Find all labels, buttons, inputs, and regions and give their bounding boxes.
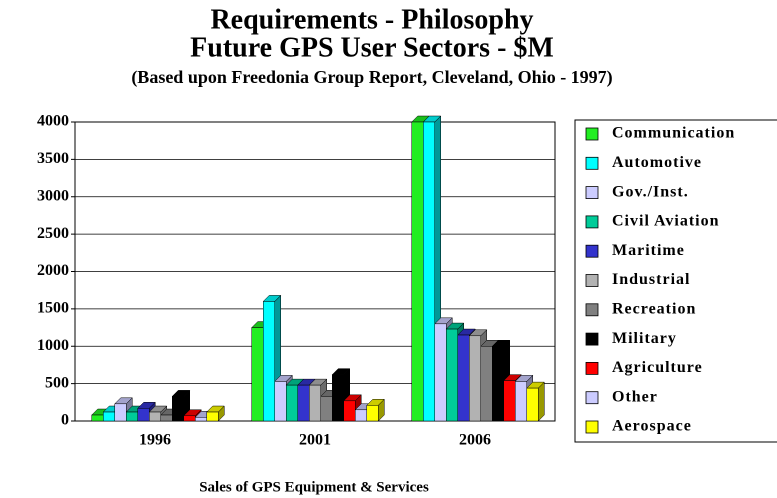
bar-front (503, 380, 516, 422)
bar-front (423, 121, 435, 422)
y-tick-label: 1500 (37, 300, 69, 317)
chart-title: Requirements - Philosophy (210, 4, 533, 35)
bar-front (195, 417, 207, 422)
bar-front (206, 411, 219, 422)
bar-front (446, 328, 458, 422)
bar-front (469, 335, 481, 422)
legend-swatch (585, 332, 599, 346)
legend-label: Civil Aviation (612, 213, 720, 230)
bar-front (320, 396, 333, 422)
y-tick-label: 2500 (37, 225, 69, 242)
x-tick-label: 2006 (459, 432, 491, 449)
bar-front (355, 409, 367, 422)
y-tick-label: 3500 (37, 150, 69, 167)
legend-swatch (585, 420, 599, 434)
bar-front (160, 414, 173, 422)
legend-swatch (585, 215, 599, 229)
bar (526, 381, 545, 422)
bar (366, 398, 385, 422)
bar-front (492, 346, 504, 422)
bar-front (332, 374, 344, 422)
legend-swatch (585, 274, 599, 287)
chart-subtitle: (Based upon Freedonia Group Report, Clev… (131, 67, 612, 88)
x-axis-label: Sales of GPS Equipment & Services (199, 479, 429, 495)
x-tick-label: 1996 (139, 432, 171, 449)
legend-label: Military (612, 330, 677, 347)
legend-label: Agriculture (612, 359, 703, 376)
bar-front (137, 408, 150, 422)
y-tick-label: 1000 (37, 337, 69, 354)
legend-label: Gov./Inst. (612, 183, 689, 200)
legend-box (574, 119, 777, 443)
legend-label: Aerospace (612, 418, 692, 435)
bar-front (515, 381, 527, 422)
bar-front (183, 415, 196, 422)
bar-front (434, 323, 447, 422)
legend-label: Automotive (612, 154, 702, 171)
bar-front (480, 346, 493, 422)
bar-front (263, 301, 275, 422)
chart-title: Future GPS User Sectors - $M (190, 32, 554, 63)
legend-label: Other (612, 388, 658, 405)
bar-side (538, 381, 545, 422)
bar-front (526, 387, 539, 422)
bar-front (274, 381, 287, 422)
legend-swatch (585, 156, 599, 170)
legend-swatch (585, 244, 599, 258)
y-tick-label: 500 (45, 374, 69, 391)
legend-label: Communication (612, 125, 735, 142)
y-tick-label: 0 (61, 412, 69, 429)
legend-swatch (585, 361, 599, 375)
bar-front (457, 334, 470, 422)
bar-front (411, 121, 424, 422)
bar-front (172, 396, 184, 422)
legend-label: Maritime (612, 242, 685, 259)
bar-front (149, 411, 161, 422)
bar-front (251, 327, 264, 422)
bar-front (91, 414, 104, 422)
bar-front (366, 405, 379, 422)
bar-front (126, 411, 138, 422)
legend-swatch (585, 186, 599, 200)
legend-swatch (585, 303, 599, 317)
bar-front (297, 384, 310, 422)
bar-front (114, 403, 127, 422)
legend-swatch (585, 391, 599, 405)
y-tick-label: 3000 (37, 187, 69, 204)
bar-front (309, 384, 321, 422)
bar-front (103, 411, 115, 422)
legend-label: Industrial (612, 271, 690, 288)
y-tick-label: 4000 (37, 113, 69, 130)
legend-swatch (585, 127, 599, 141)
bar-front (343, 400, 356, 422)
bar-front (286, 384, 298, 422)
bar (206, 405, 225, 422)
legend-label: Recreation (612, 300, 696, 317)
y-tick-label: 2000 (37, 262, 69, 279)
x-tick-label: 2001 (299, 432, 331, 449)
